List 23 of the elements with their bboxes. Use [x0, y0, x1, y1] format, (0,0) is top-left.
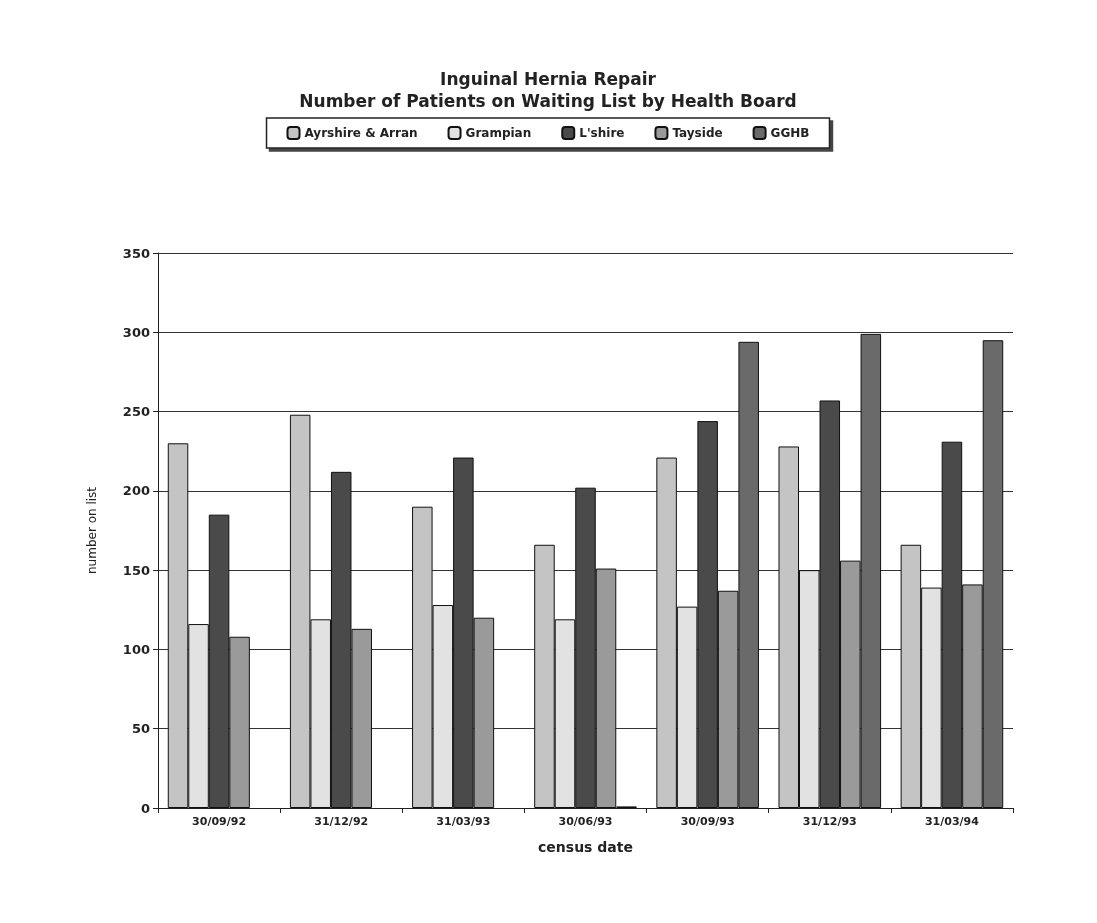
x-tick-label: 31/12/93	[802, 815, 857, 828]
y-tick-label: 50	[131, 721, 150, 737]
x-tick-label: 30/09/92	[192, 815, 247, 828]
legend-label: L'shire	[579, 126, 625, 140]
y-tick-label: 100	[122, 641, 150, 657]
y-tick-label: 200	[122, 483, 150, 499]
x-tick-label: 30/06/93	[558, 815, 613, 828]
y-tick-label: 250	[122, 404, 150, 420]
legend-label: Ayrshire & Arran	[304, 126, 418, 140]
chart-title: Inguinal Hernia Repair Number of Patients on Waiting List by Health Board	[299, 69, 797, 111]
x-tick-label: 30/09/93	[680, 815, 735, 828]
x-axis-title: census date	[538, 839, 633, 855]
legend-label: GGHB	[770, 126, 810, 140]
x-tick-label: 31/03/93	[436, 815, 491, 828]
legend-label: Tayside	[672, 126, 723, 140]
y-tick-label: 350	[122, 245, 150, 261]
y-axis-title: number on list	[85, 486, 99, 575]
x-tick-label: 31/03/94	[924, 815, 980, 828]
y-tick-label: 0	[140, 800, 150, 816]
y-tick-label: 300	[122, 324, 150, 340]
legend-label: Grampian	[465, 126, 532, 140]
x-tick-label: 31/12/92	[314, 815, 369, 828]
y-tick-label: 150	[122, 562, 150, 578]
